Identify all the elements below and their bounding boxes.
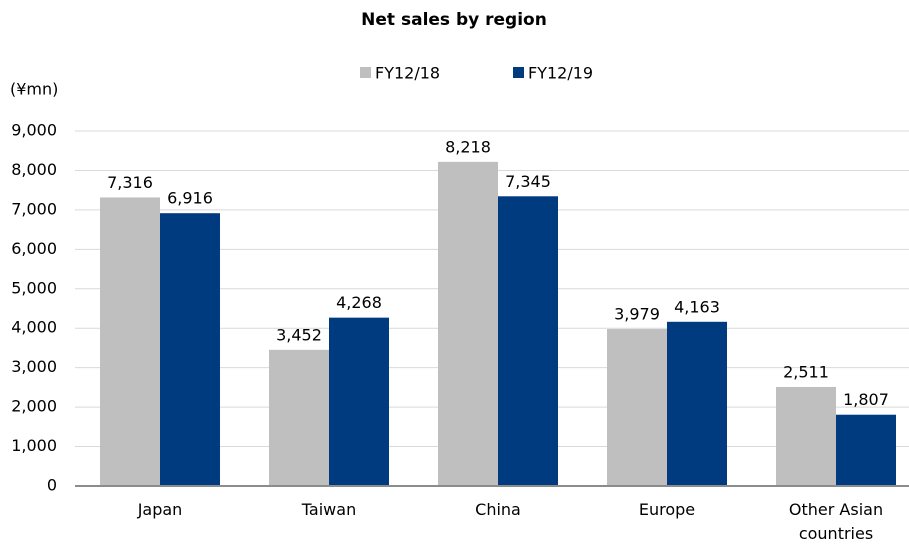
y-tick-label: 1,000 xyxy=(11,436,57,455)
value-label: 7,316 xyxy=(107,173,153,192)
legend-label: FY12/19 xyxy=(528,64,593,83)
y-tick-label: 2,000 xyxy=(11,397,57,416)
bar xyxy=(329,317,389,486)
y-tick-label: 5,000 xyxy=(11,278,57,297)
value-label: 8,218 xyxy=(445,137,491,156)
legend-label: FY12/18 xyxy=(375,64,440,83)
bar xyxy=(269,349,329,486)
bar xyxy=(100,197,160,486)
bar xyxy=(776,386,836,486)
value-label: 6,916 xyxy=(167,189,213,208)
y-tick-label: 4,000 xyxy=(11,318,57,337)
bar xyxy=(438,161,498,486)
bar xyxy=(607,329,667,486)
value-label: 1,807 xyxy=(843,390,889,409)
legend-swatch xyxy=(360,67,371,78)
bar xyxy=(160,213,220,487)
x-tick-label: Europe xyxy=(638,500,696,519)
value-label: 3,979 xyxy=(614,305,660,324)
bar xyxy=(836,414,896,486)
y-tick-label: 7,000 xyxy=(11,199,57,218)
y-tick-label: 8,000 xyxy=(11,160,57,179)
value-label: 4,268 xyxy=(336,293,382,312)
chart-title: Net sales by region xyxy=(361,10,547,30)
x-tick-label: Japan xyxy=(137,500,183,519)
bar xyxy=(667,321,727,486)
y-tick-label: 9,000 xyxy=(11,121,57,140)
value-label: 7,345 xyxy=(505,172,551,191)
x-tick-label: Taiwan xyxy=(301,500,357,519)
bar xyxy=(498,196,558,486)
x-tick-label: China xyxy=(475,500,521,519)
value-label: 2,511 xyxy=(783,362,829,381)
y-tick-label: 0 xyxy=(47,476,57,495)
y-axis-label: (¥mn) xyxy=(10,80,58,99)
legend-swatch xyxy=(513,67,524,78)
y-tick-label: 6,000 xyxy=(11,239,57,258)
x-tick-label: Other Asian countries xyxy=(788,500,884,543)
value-label: 4,163 xyxy=(674,297,720,316)
value-label: 3,452 xyxy=(276,325,322,344)
y-tick-label: 3,000 xyxy=(11,357,57,376)
